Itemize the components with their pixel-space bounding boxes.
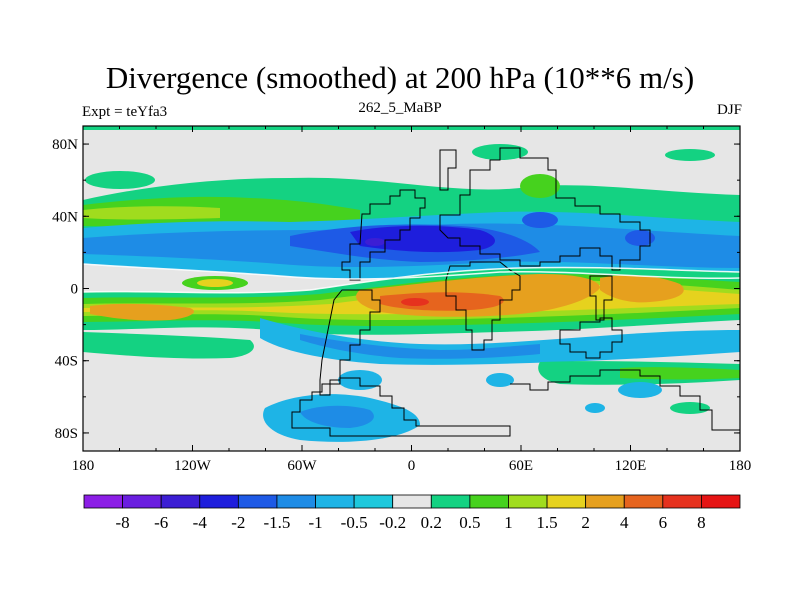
colorbar-swatch xyxy=(662,494,702,509)
eurasia-outline xyxy=(439,147,651,271)
x-tick-label: 60W xyxy=(287,458,317,474)
sh-green-cell xyxy=(670,402,710,414)
x-tick-label: 120E xyxy=(615,458,647,474)
colorbar-swatch xyxy=(122,494,162,509)
southeast-asia-outline xyxy=(589,275,613,321)
colorbar-label: -0.2 xyxy=(379,513,406,532)
colorbar-swatch xyxy=(160,494,201,509)
sh-green-band xyxy=(83,332,254,359)
antarctica-east-outline xyxy=(510,369,740,431)
tropical-red-core xyxy=(380,292,504,311)
colorbar-label: -0.5 xyxy=(341,513,368,532)
colorbar-label: 0.2 xyxy=(421,513,442,532)
australia-outline xyxy=(559,317,623,359)
pacific-yellow-cell xyxy=(197,279,233,287)
tropical-orange-west xyxy=(90,303,194,321)
asia-blue-cell xyxy=(522,212,558,228)
x-tick-label: 0 xyxy=(408,458,416,474)
colorbar-swatch xyxy=(508,494,548,509)
south-america-outline xyxy=(319,289,381,396)
colorbar-swatch xyxy=(315,494,355,509)
x-tick-label: 180 xyxy=(729,458,752,474)
greenland-outline xyxy=(439,149,457,191)
sh-mid-blue-band xyxy=(300,334,540,359)
wpac-blue-cell xyxy=(625,230,655,246)
zero-contour-south xyxy=(83,266,740,294)
axis-tick-labels: 180 120W 60W 0 60E 120E 180 80N 40N 0 40S 80S xyxy=(52,137,751,474)
y-tick-label: 40S xyxy=(55,354,78,370)
colorbar-label: 2 xyxy=(581,513,590,532)
colorbar-swatch xyxy=(585,494,625,509)
colorbar-swatch xyxy=(353,494,394,509)
y-tick-label: 0 xyxy=(71,282,79,298)
colorbar-swatch xyxy=(237,494,278,509)
colorbar-swatch xyxy=(392,494,432,509)
land-outlines xyxy=(291,147,740,437)
colorbar-label: 1.5 xyxy=(536,513,557,532)
colorbar-label: -8 xyxy=(116,513,130,532)
north-america-outline xyxy=(341,189,426,281)
colorbar-swatch xyxy=(199,494,239,509)
season-label: DJF xyxy=(716,102,742,118)
colorbar-swatch xyxy=(469,494,509,509)
southern-ocean-blue-core xyxy=(300,405,374,428)
colorbar-swatch xyxy=(623,494,664,509)
colorbar-label: 8 xyxy=(697,513,706,532)
colorbar-swatch xyxy=(701,494,741,509)
x-tick-label: 180 xyxy=(72,458,95,474)
colorbar-swatch xyxy=(276,494,316,509)
axis-ticks xyxy=(82,126,741,451)
x-tick-label: 60E xyxy=(509,458,533,474)
y-tick-label: 40N xyxy=(52,209,78,225)
antarctica-outline xyxy=(291,377,511,437)
strongest-divergence-cell xyxy=(401,298,429,306)
npacific-green-cell xyxy=(665,149,715,161)
colorbar-swatch xyxy=(546,494,587,509)
colorbar-label: -4 xyxy=(193,513,208,532)
tropical-orange-east xyxy=(600,275,684,303)
colorbar-label: 4 xyxy=(620,513,629,532)
nh-yellowgreen-band xyxy=(83,206,220,220)
x-tick-label: 120W xyxy=(174,458,212,474)
sh-blue-cell-4 xyxy=(585,403,605,413)
sh-blue-cell-3 xyxy=(618,382,662,398)
strongest-convergence-cell xyxy=(365,238,385,246)
colorbar-label: -6 xyxy=(154,513,168,532)
colorbar-label: 1 xyxy=(504,513,513,532)
contour-field xyxy=(83,126,740,451)
experiment-label: Expt = teYfa3 xyxy=(82,104,168,120)
colorbar-label: -2 xyxy=(231,513,245,532)
chart-title: Divergence (smoothed) at 200 hPa (10**6 … xyxy=(105,60,695,95)
colorbar-swatch xyxy=(430,494,471,509)
asia-green-cell xyxy=(520,174,560,198)
colorbar-label: -1 xyxy=(308,513,322,532)
colorbar-label: -1.5 xyxy=(263,513,290,532)
y-tick-label: 80N xyxy=(52,137,78,153)
colorbar: -8 -6 -4 -2 -1.5 -1 -0.5 -0.2 0.2 0.5 1 1.5 2 4 6 8 xyxy=(83,494,741,532)
colorbar-label: 6 xyxy=(659,513,668,532)
nh-darkest-blue-core xyxy=(350,225,495,253)
y-tick-label: 80S xyxy=(55,426,78,442)
colorbar-label: 0.5 xyxy=(459,513,480,532)
case-label: 262_5_MaBP xyxy=(358,100,442,116)
zero-contours xyxy=(83,263,740,294)
npacific-west-green-cell xyxy=(85,171,155,189)
colorbar-swatch xyxy=(83,494,123,509)
sh-blue-cell-2 xyxy=(486,373,514,387)
